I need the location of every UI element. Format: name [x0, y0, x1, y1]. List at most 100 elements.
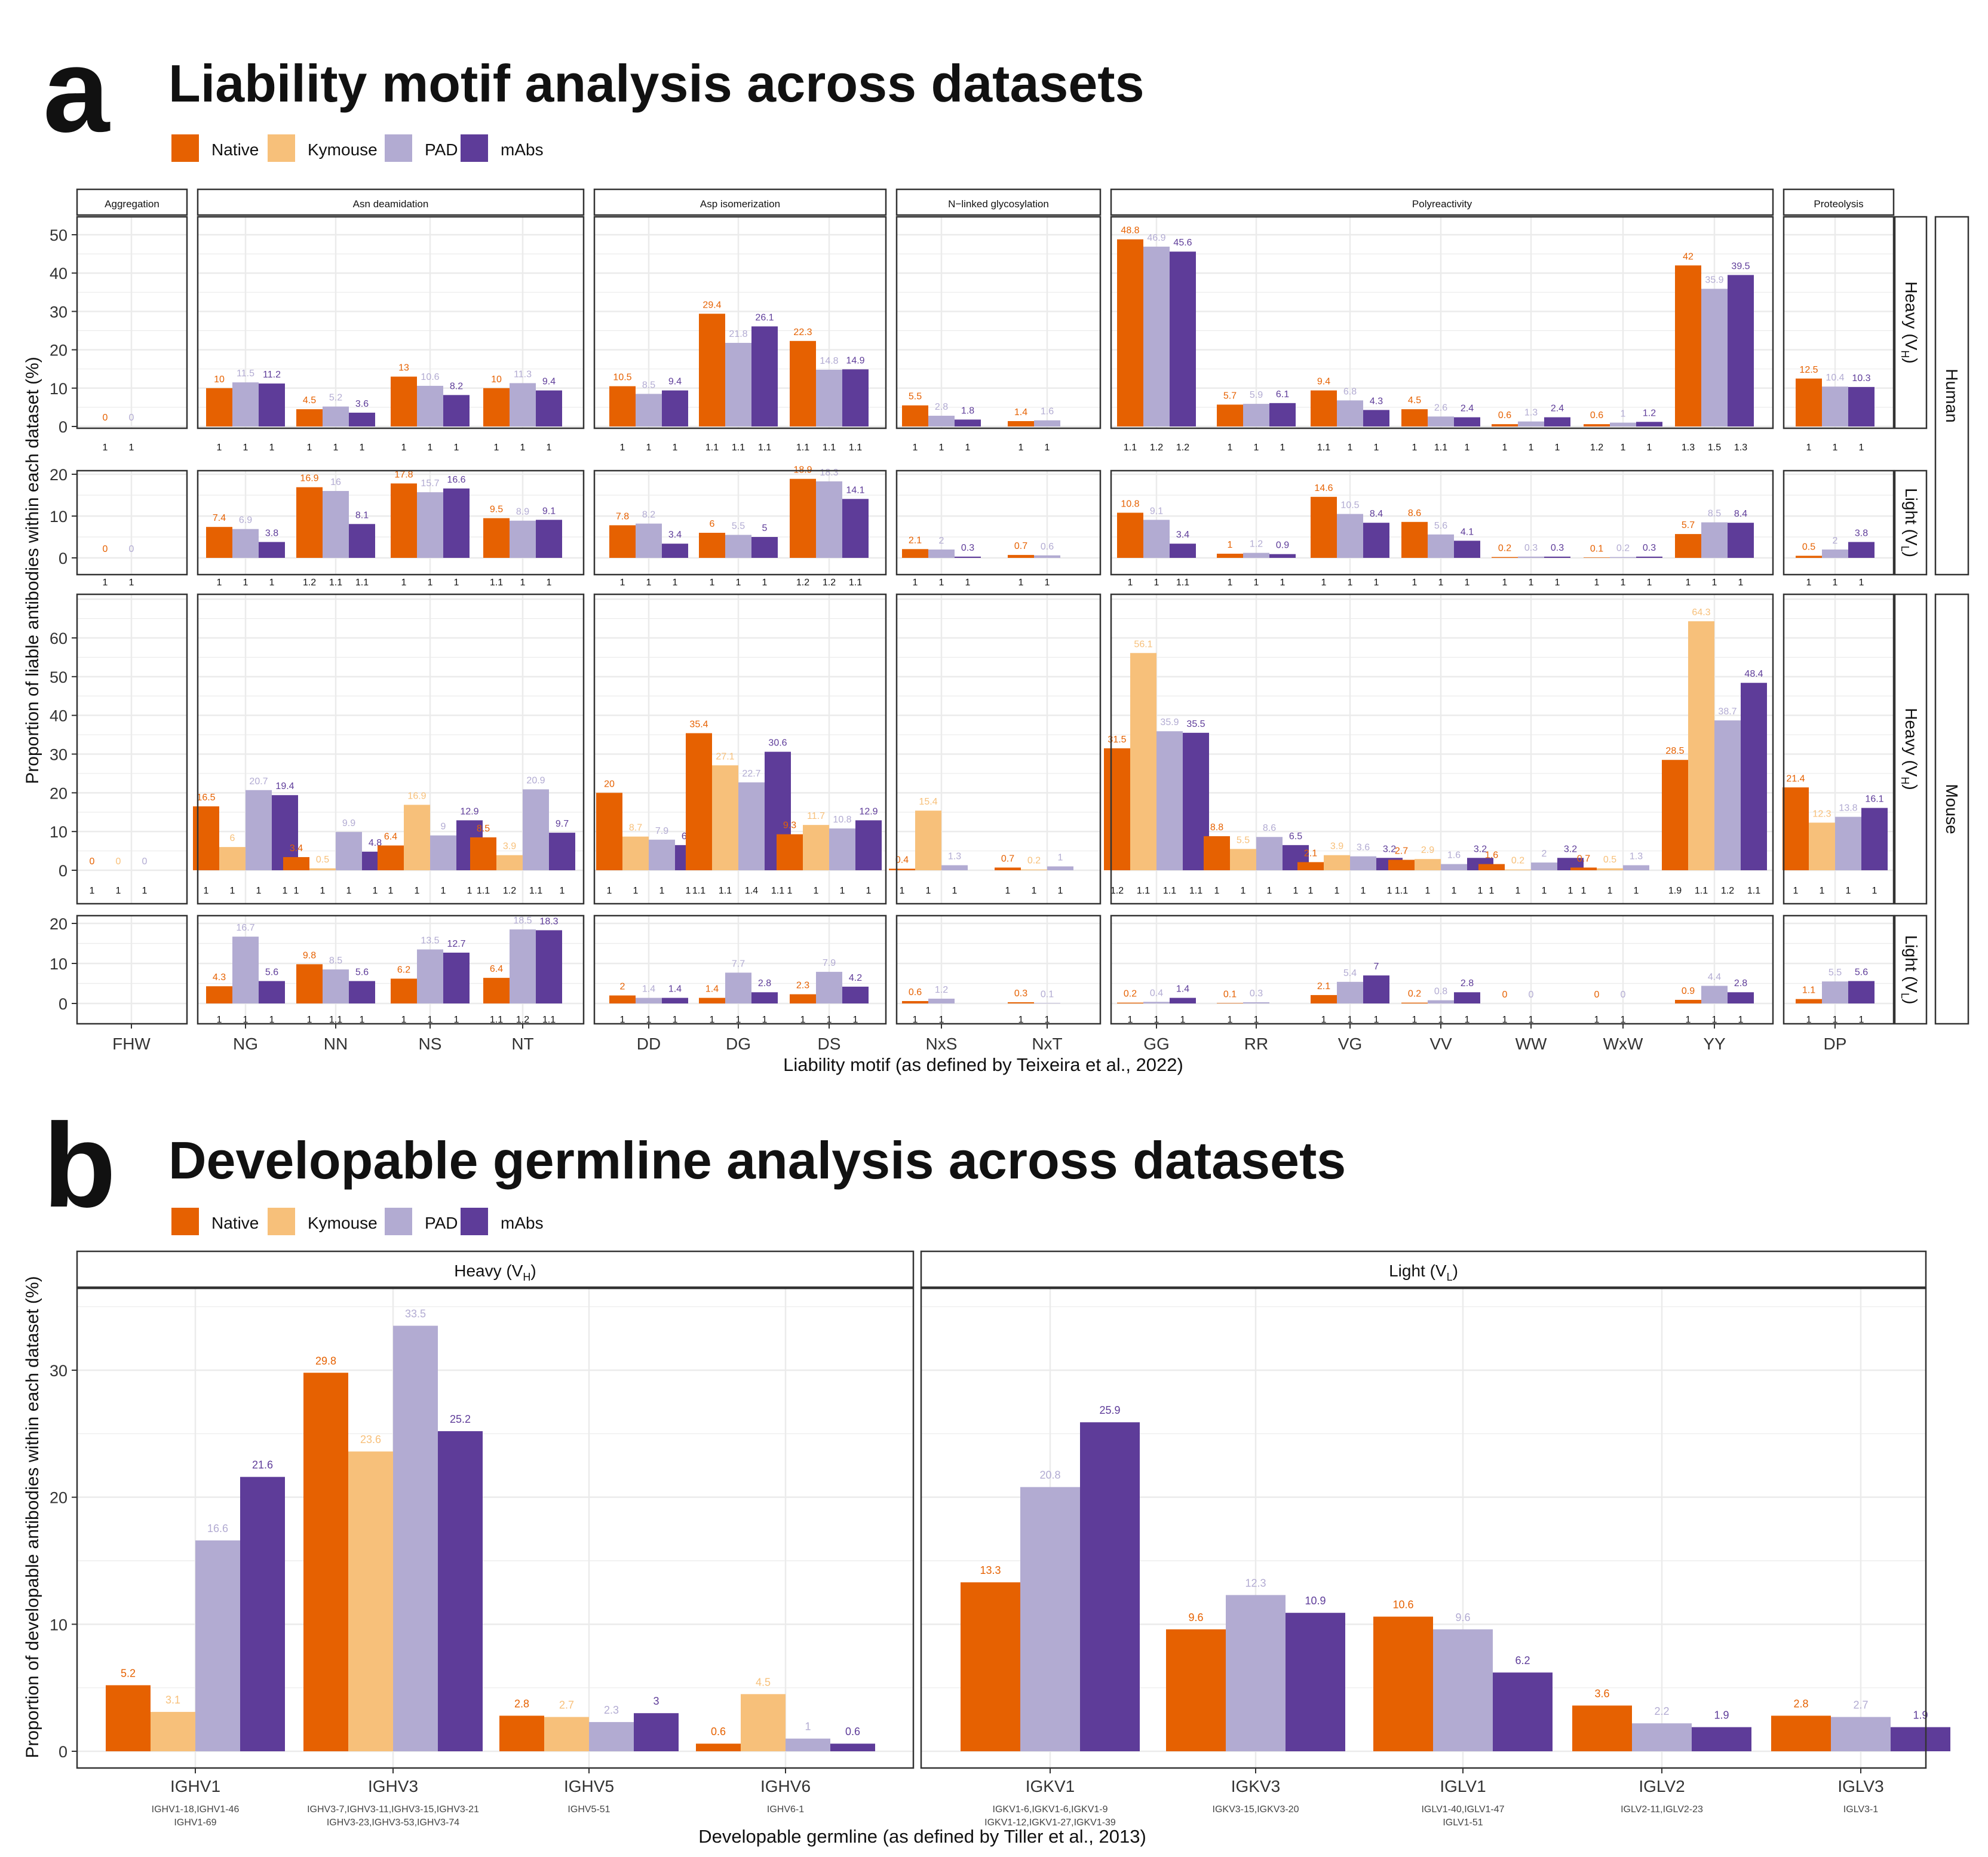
panel-b-letter: b — [43, 1099, 116, 1232]
bar-kymouse — [219, 847, 246, 870]
ratio-label: 1 — [547, 443, 552, 453]
ratio-label: 1 — [1859, 1015, 1864, 1025]
bar-mabs — [662, 997, 688, 1003]
data-label: 8.4 — [1370, 509, 1383, 519]
data-label: 11.2 — [263, 370, 281, 380]
data-label: 5.6 — [1434, 521, 1447, 531]
x-axis-tick-label: NN — [324, 1035, 348, 1053]
bar-native — [1584, 557, 1610, 558]
panel-b-x-axis-label: Developable germline (as defined by Till… — [698, 1826, 1146, 1847]
data-label: 3.4 — [1176, 530, 1189, 540]
species-strip-label-1: Mouse — [1943, 784, 1961, 834]
data-label: 13.3 — [980, 1564, 1001, 1576]
data-label: 0.8 — [1434, 987, 1447, 997]
bar-mabs — [1891, 1727, 1950, 1751]
ratio-label: 1 — [142, 886, 148, 896]
bar-pad — [1226, 1595, 1286, 1751]
ratio-label: 1 — [1833, 1015, 1838, 1025]
ratio-label: 1.2 — [1110, 886, 1124, 896]
ratio-label: 1 — [1180, 1015, 1186, 1025]
ratio-label: 1 — [1214, 886, 1220, 896]
ratio-label: 1 — [646, 1015, 652, 1025]
data-label: 2.1 — [1317, 981, 1330, 992]
bar-pad — [1034, 555, 1060, 558]
ratio-label: 1 — [1045, 1015, 1050, 1025]
ratio-label: 1 — [454, 1015, 459, 1025]
panel-a-legend-swatch-mabs — [461, 134, 488, 162]
facet-panel-border — [1110, 469, 1774, 576]
bar-mabs — [1363, 410, 1389, 426]
data-label: 4.5 — [1408, 395, 1421, 406]
ratio-label: 1 — [401, 578, 407, 588]
bar-pad — [232, 937, 259, 1003]
data-label: 0.2 — [1511, 856, 1524, 866]
bar-mabs — [1493, 1672, 1553, 1751]
bar-pad — [1701, 288, 1728, 426]
data-label: 9.9 — [342, 818, 355, 828]
x-axis-tick-label: NS — [419, 1035, 442, 1053]
data-label: 0.1 — [1223, 989, 1237, 999]
data-label: 13.8 — [1839, 803, 1857, 814]
data-label: 4.5 — [756, 1676, 771, 1688]
ratio-label: 1 — [103, 578, 108, 588]
ratio-label: 1.1 — [719, 886, 732, 896]
facet-panel-border — [920, 1287, 1927, 1769]
data-label: 0.9 — [1682, 986, 1695, 996]
bar-mabs — [1544, 556, 1570, 558]
species-strip-label-0: Human — [1943, 369, 1961, 422]
panel-b-legend-label-kymouse: Kymouse — [308, 1214, 378, 1232]
panel-b-y-axis-label: Proportion of developable antibodies wit… — [23, 1276, 42, 1758]
ratio-label: 1 — [673, 578, 678, 588]
bar-mabs — [1454, 992, 1480, 1003]
ratio-label: 1 — [620, 443, 625, 453]
data-label: 18.3 — [539, 916, 558, 926]
data-label: 6.4 — [384, 832, 397, 842]
ratio-label: 1 — [1738, 578, 1744, 588]
data-label: 9.8 — [303, 950, 316, 960]
bar-pad — [725, 343, 751, 426]
data-label: 1.6 — [1041, 407, 1054, 417]
bar-mabs — [751, 326, 778, 426]
bar-pad — [829, 828, 855, 870]
bar-pad — [1243, 553, 1269, 558]
data-label: 5.5 — [1829, 968, 1842, 978]
data-label: 1.2 — [935, 985, 948, 995]
bar-pad — [1822, 981, 1848, 1003]
ratio-label: 1 — [1594, 1015, 1600, 1025]
ratio-label: 1 — [428, 1015, 433, 1025]
data-label: 10.6 — [421, 372, 439, 382]
facet-panel-bg — [1111, 217, 1773, 428]
bar-mabs — [1848, 981, 1875, 1003]
bar-pad — [589, 1722, 634, 1751]
bar-pad — [510, 383, 536, 426]
data-label: 3.6 — [1594, 1687, 1609, 1699]
bar-mabs — [240, 1477, 285, 1751]
data-label: 29.8 — [315, 1355, 336, 1367]
bar-kymouse — [151, 1712, 195, 1751]
ratio-label: 1 — [217, 578, 222, 588]
bar-pad — [1047, 866, 1073, 870]
bar-pad — [232, 382, 259, 426]
row-strip-box — [1894, 469, 1928, 576]
ratio-label: 1 — [1621, 578, 1626, 588]
ratio-label: 1 — [736, 578, 741, 588]
bar-native — [1796, 999, 1822, 1003]
row-strip-box — [1894, 914, 1928, 1025]
data-label: 0 — [1594, 990, 1600, 1000]
facet-panel-border — [895, 914, 1102, 1025]
data-label: 0.9 — [1276, 541, 1289, 551]
data-label: 30.6 — [768, 738, 787, 748]
ratio-label: 1 — [401, 443, 407, 453]
x-axis-tick-label: VG — [1338, 1035, 1362, 1053]
ratio-label: 1 — [1412, 1015, 1418, 1025]
germline-sublabel: IGLV1-51 — [1443, 1818, 1483, 1828]
data-label: 27.1 — [716, 751, 734, 762]
x-axis-tick-label: NxT — [1032, 1035, 1062, 1053]
ratio-label: 1 — [415, 886, 420, 896]
data-label: 2.8 — [1793, 1698, 1808, 1709]
ratio-label: 1 — [307, 443, 312, 453]
ratio-label: 1.1 — [490, 578, 503, 588]
data-label: 12.9 — [859, 806, 878, 817]
y-axis-tick-label: 20 — [50, 466, 68, 484]
germline-sublabel: IGKV1-12,IGKV1-27,IGKV1-39 — [984, 1818, 1116, 1828]
